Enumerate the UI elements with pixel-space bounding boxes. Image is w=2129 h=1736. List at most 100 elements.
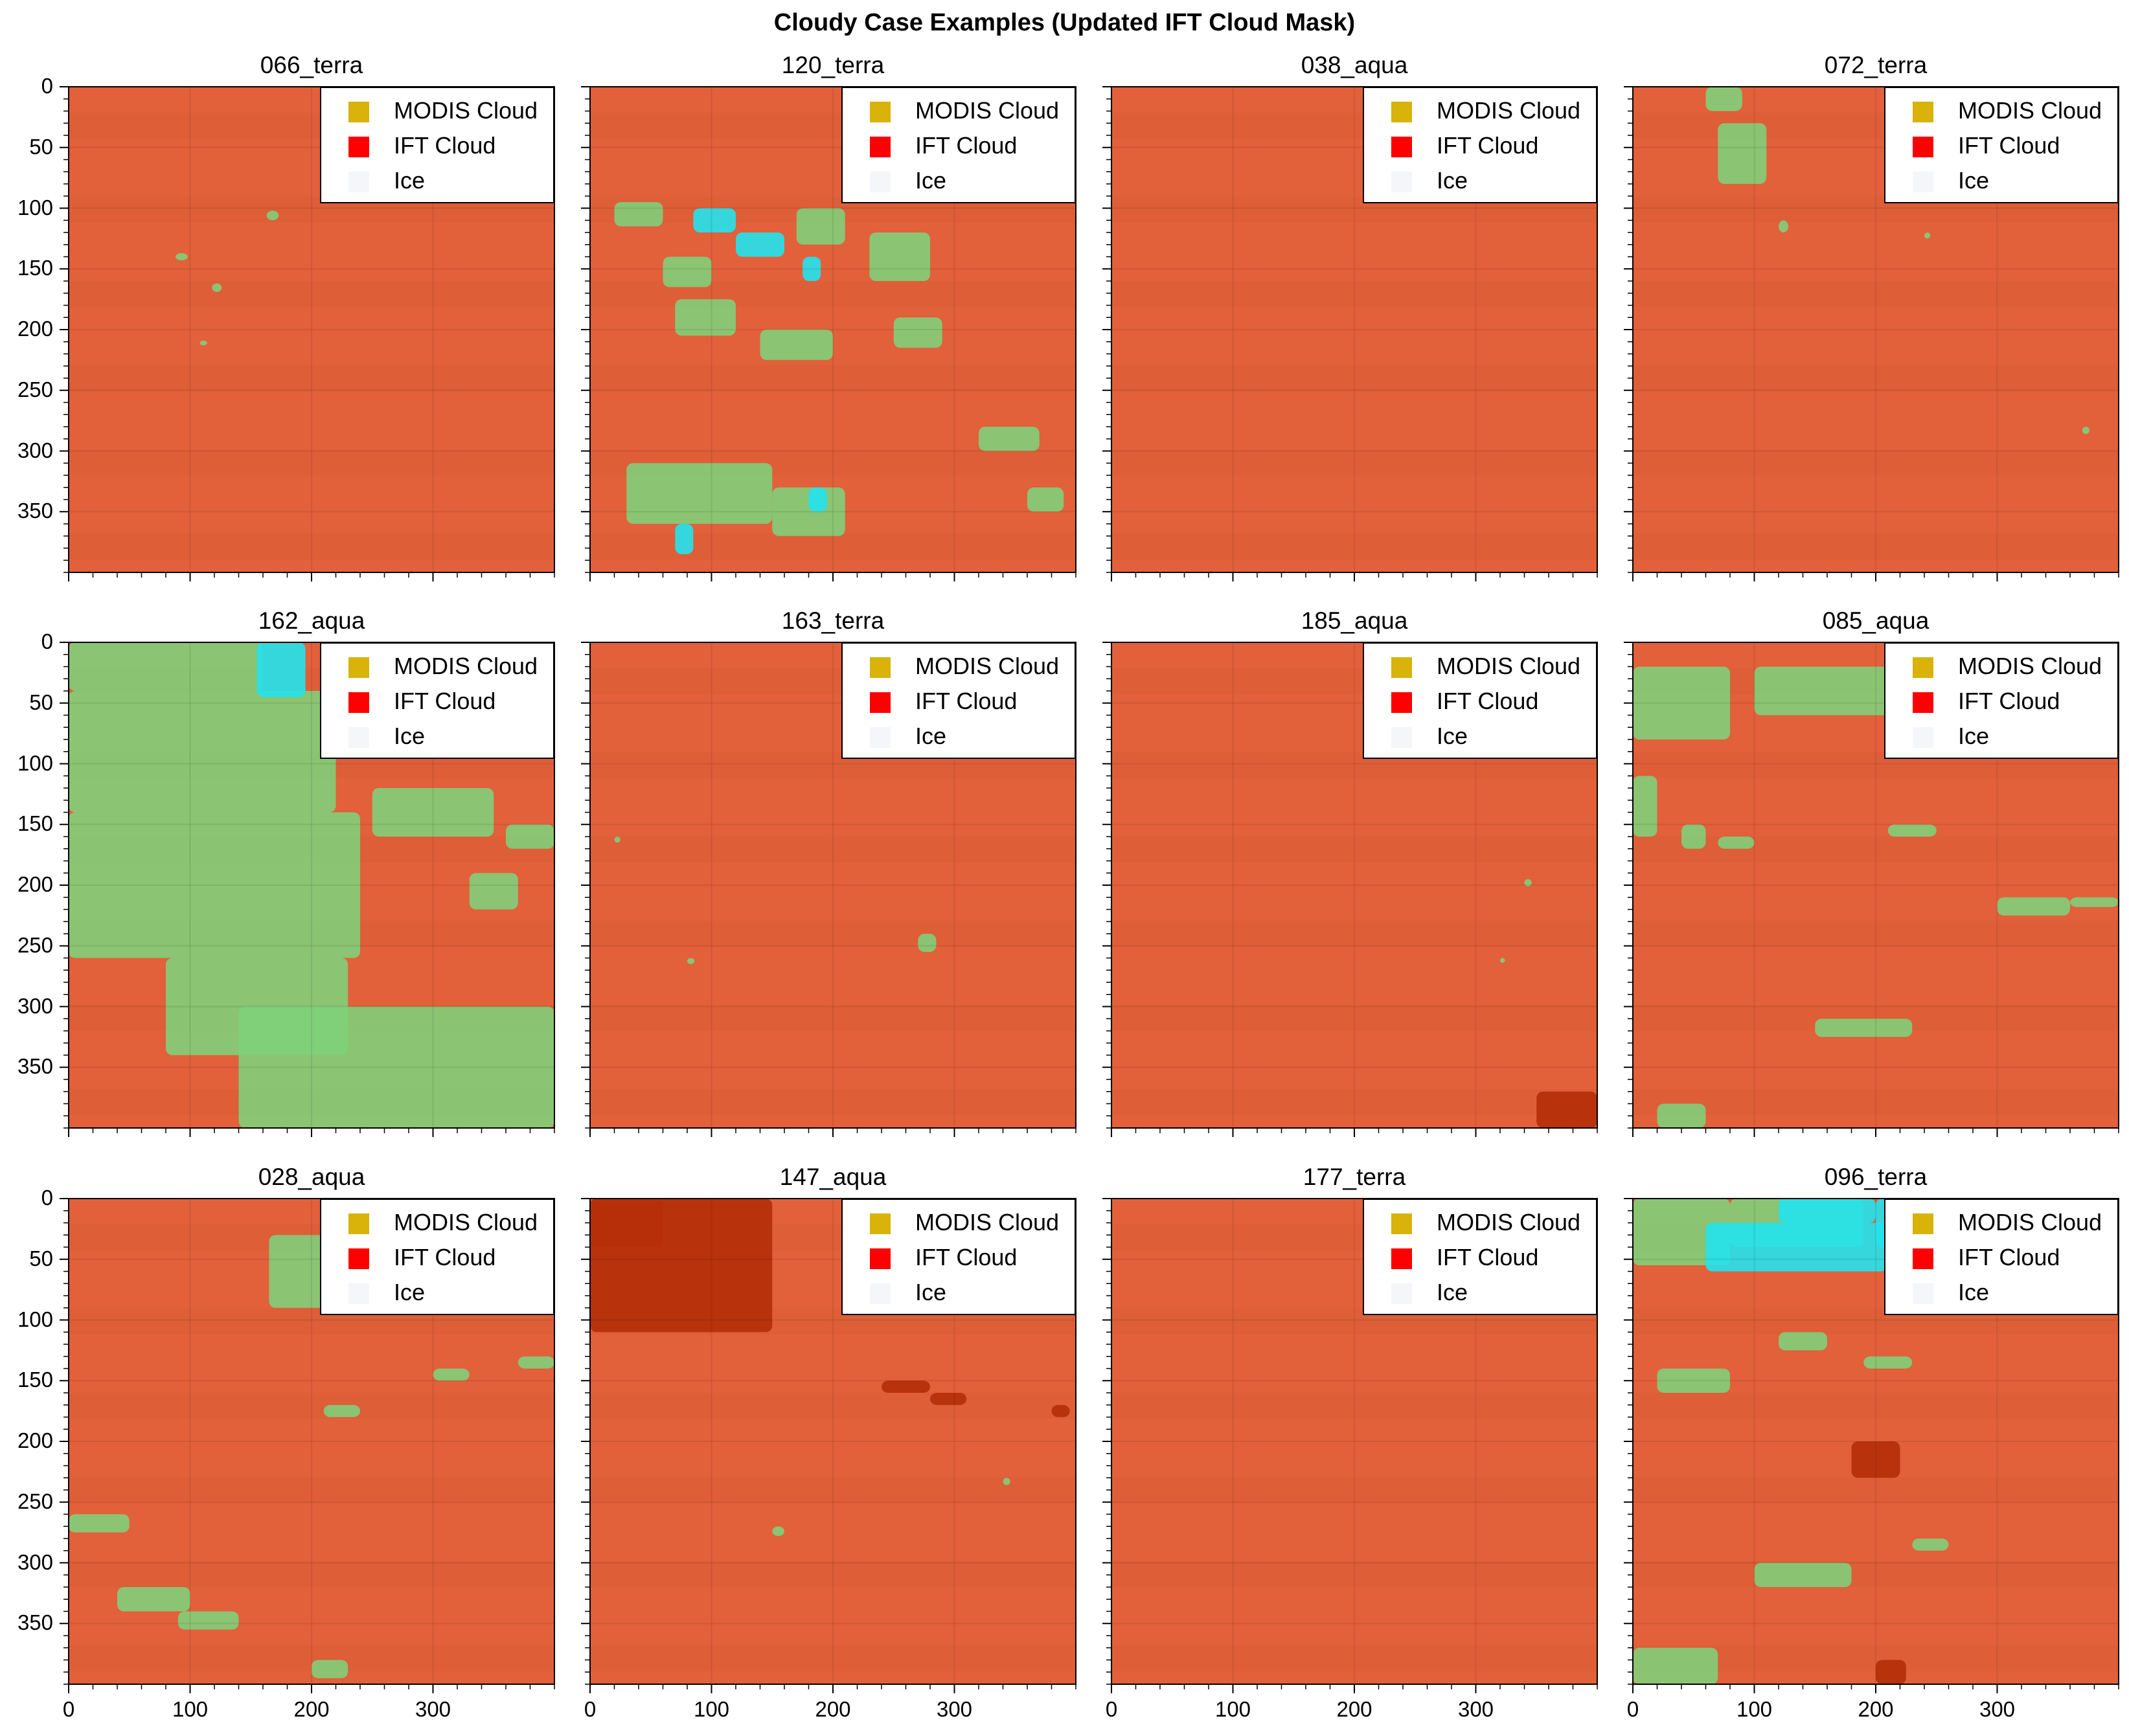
legend-label: IFT Cloud <box>1437 132 1539 159</box>
texture-band <box>1633 534 2119 559</box>
green-overlay-region <box>675 299 736 336</box>
legend-swatch <box>1391 657 1412 678</box>
texture-band <box>590 921 1076 947</box>
texture-band <box>69 449 554 475</box>
legend-label: IFT Cloud <box>394 132 496 159</box>
legend-swatch <box>1391 692 1412 713</box>
panel-title: 163_terra <box>781 607 885 634</box>
texture-band <box>590 534 1076 559</box>
texture-band <box>590 1005 1076 1031</box>
green-overlay-region <box>1633 1647 1718 1684</box>
y-tick-label: 150 <box>17 1368 53 1392</box>
green-overlay-region <box>238 1006 554 1128</box>
legend-swatch <box>1913 1283 1933 1304</box>
legend-swatch <box>870 137 891 157</box>
y-tick-label: 350 <box>17 1610 53 1635</box>
legend-label: IFT Cloud <box>1958 1244 2060 1270</box>
green-overlay-region <box>69 691 336 813</box>
legend-swatch <box>1391 137 1412 157</box>
texture-band <box>1111 1645 1597 1671</box>
y-tick-strip <box>1102 1198 1111 1685</box>
x-tick-label: 100 <box>1736 1697 1773 1721</box>
legend-entry: IFT Cloud <box>1364 1240 1596 1275</box>
texture-band <box>69 1477 554 1503</box>
green-overlay-region <box>176 253 188 261</box>
legend-swatch <box>1391 1283 1412 1304</box>
texture-band <box>1633 449 2119 475</box>
texture-band <box>1633 1477 2119 1503</box>
y-tick-label: 350 <box>17 499 53 523</box>
green-overlay-region <box>117 1587 190 1612</box>
green-overlay-region <box>212 283 222 292</box>
texture-band <box>590 365 1076 391</box>
legend-swatch <box>1913 1248 1933 1269</box>
legend-swatch <box>348 727 369 748</box>
legend-entry: IFT Cloud <box>843 128 1075 163</box>
legend: MODIS Cloud IFT Cloud Ice <box>841 87 1076 203</box>
dark-red-region <box>590 1199 663 1247</box>
legend-entry: Ice <box>321 163 553 198</box>
legend-entry: Ice <box>1364 719 1596 754</box>
texture-band <box>69 534 554 559</box>
y-tick-label: 0 <box>41 629 53 653</box>
legend-label: IFT Cloud <box>1437 1244 1539 1270</box>
texture-band <box>1111 1561 1597 1587</box>
legend-entry: IFT Cloud <box>321 684 553 719</box>
legend-entry: Ice <box>1885 1275 2117 1310</box>
texture-band <box>1633 1393 2119 1419</box>
texture-band <box>69 365 554 391</box>
legend-label: IFT Cloud <box>394 1244 496 1270</box>
legend-entry: Ice <box>843 163 1075 198</box>
legend-entry: Ice <box>843 1275 1075 1310</box>
legend-label: Ice <box>394 723 426 749</box>
legend: MODIS Cloud IFT Cloud Ice <box>1884 1199 2119 1315</box>
x-tick-label: 200 <box>293 1697 330 1721</box>
texture-band <box>1633 837 2119 862</box>
legend-swatch <box>1391 1213 1412 1234</box>
y-tick-label: 50 <box>29 1246 53 1270</box>
y-tick-strip <box>1624 642 1633 1129</box>
texture-band <box>590 1089 1076 1115</box>
legend-entry: IFT Cloud <box>1885 1240 2117 1275</box>
texture-band <box>1111 281 1597 307</box>
green-overlay-region <box>626 463 773 524</box>
dark-red-region <box>882 1381 930 1393</box>
legend-label: Ice <box>394 167 426 194</box>
texture-band <box>1111 1477 1597 1503</box>
legend-swatch <box>1391 102 1412 122</box>
green-overlay-region <box>69 642 263 691</box>
legend-entry: MODIS Cloud <box>1364 1205 1596 1240</box>
legend-swatch <box>870 1283 891 1304</box>
legend-label: MODIS Cloud <box>1437 653 1581 679</box>
legend-entry: IFT Cloud <box>321 128 553 163</box>
cyan-overlay-region <box>808 487 827 512</box>
texture-band <box>1111 921 1597 947</box>
y-tick-label: 350 <box>17 1054 53 1079</box>
legend: MODIS Cloud IFT Cloud Ice <box>841 642 1076 759</box>
texture-band <box>1111 534 1597 559</box>
green-overlay-region <box>1003 1478 1010 1485</box>
green-overlay-region <box>1754 1562 1852 1587</box>
green-overlay-region <box>199 340 207 346</box>
panel-title: 162_aqua <box>258 607 365 634</box>
legend-label: Ice <box>1958 723 1990 749</box>
legend-label: Ice <box>1437 723 1468 749</box>
legend: MODIS Cloud IFT Cloud Ice <box>1884 642 2119 759</box>
green-overlay-region <box>760 330 833 360</box>
legend-label: IFT Cloud <box>915 688 1018 714</box>
legend-swatch <box>1913 172 1933 192</box>
legend-label: MODIS Cloud <box>1958 97 2102 124</box>
legend-swatch <box>870 102 891 122</box>
legend-swatch <box>348 1213 369 1234</box>
green-overlay-region <box>1924 232 1931 239</box>
panel-image <box>68 1198 555 1693</box>
texture-band <box>1633 281 2119 307</box>
legend-entry: IFT Cloud <box>1885 684 2117 719</box>
cyan-overlay-region <box>1779 1199 1876 1223</box>
green-overlay-region <box>1705 87 1742 111</box>
green-overlay-region <box>1815 1019 1913 1037</box>
texture-band <box>1111 837 1597 862</box>
cyan-overlay-region <box>256 642 306 697</box>
legend-label: IFT Cloud <box>915 1244 1018 1270</box>
